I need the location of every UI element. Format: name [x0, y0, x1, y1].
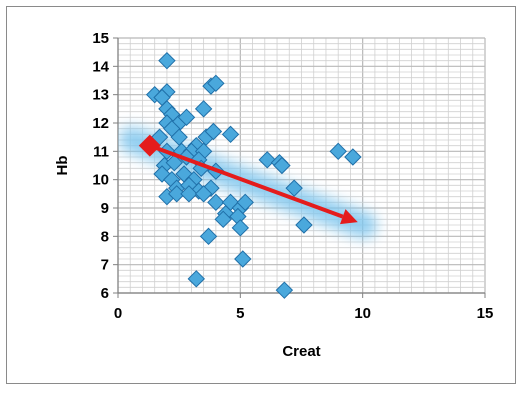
- y-axis-title: Hb: [54, 156, 71, 176]
- x-tick-label: 15: [477, 305, 494, 322]
- y-tick-label: 14: [92, 58, 109, 75]
- data-point: [221, 125, 240, 144]
- data-point: [165, 153, 183, 172]
- y-tick-label: 11: [93, 143, 109, 160]
- data-point: [204, 122, 223, 141]
- data-point: [180, 185, 198, 203]
- y-tick-label: 13: [92, 87, 109, 104]
- data-point: [207, 74, 225, 93]
- trend-arrow: [138, 134, 358, 225]
- data-point: [275, 281, 294, 299]
- y-tick-label: 8: [101, 228, 109, 245]
- y-tick-label: 12: [92, 115, 109, 132]
- data-point: [207, 193, 225, 212]
- data-point: [344, 148, 362, 166]
- x-tick-label: 0: [114, 305, 122, 322]
- y-tick-label: 7: [101, 257, 109, 274]
- data-point: [273, 156, 291, 175]
- x-tick-label: 10: [354, 305, 371, 322]
- tick-labels: 0 5 10 15 6 7 8 9 10 11 12 13 14 15: [92, 30, 493, 322]
- arrow-head: [339, 209, 358, 225]
- data-point: [158, 51, 176, 70]
- y-tick-label: 9: [101, 200, 109, 217]
- data-point: [168, 185, 186, 203]
- axes: [113, 37, 486, 298]
- y-tick-label: 6: [101, 285, 109, 302]
- x-tick-label: 5: [236, 305, 244, 322]
- data-point: [329, 142, 347, 161]
- arrow-shaft: [149, 143, 344, 219]
- y-tick-label: 15: [92, 30, 109, 47]
- chart-area: 0 5 10 15 6 7 8 9 10 11 12 13 14 15 Creat Hb: [6, 6, 516, 384]
- data-point: [258, 151, 276, 169]
- y-tick-label: 10: [92, 172, 109, 189]
- data-point: [199, 227, 218, 246]
- data-point: [234, 250, 252, 268]
- data-point: [187, 270, 206, 288]
- data-point: [214, 210, 232, 229]
- data-point: [285, 179, 303, 197]
- data-point: [295, 216, 313, 234]
- data-point: [177, 108, 196, 127]
- data-point: [231, 219, 250, 237]
- data-point: [236, 193, 254, 212]
- arrow-tail-diamond: [138, 134, 161, 157]
- x-axis-title: Creat: [282, 343, 320, 360]
- chart-svg: 0 5 10 15 6 7 8 9 10 11 12 13 14 15 Creat Hb: [54, 30, 493, 360]
- data-point: [194, 185, 213, 203]
- data-point: [194, 100, 213, 118]
